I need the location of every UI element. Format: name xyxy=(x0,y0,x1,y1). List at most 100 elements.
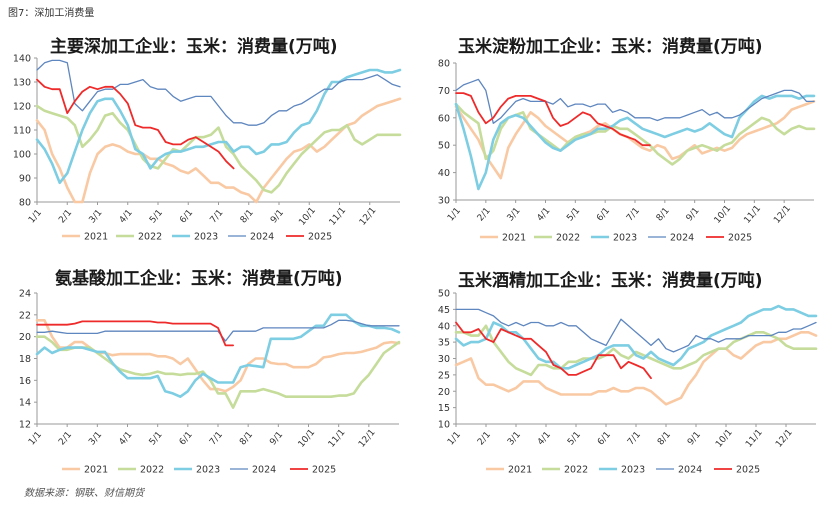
series-line-2025 xyxy=(36,78,235,170)
x-tick-label: 11/1 xyxy=(742,204,763,226)
x-tick-label: 6/1 xyxy=(178,430,195,448)
legend-label-2022: 2022 xyxy=(138,232,162,243)
x-tick-label: 4/1 xyxy=(117,430,134,448)
chart-panel-deep-processing: 主要深加工企业：玉米：消费量(万吨) 80 90 100 110 120 130 140 1/… xyxy=(0,18,415,258)
x-tick-label: 4/1 xyxy=(536,430,553,448)
y-tick-label: 40 xyxy=(438,321,450,332)
x-tick-label: 2/1 xyxy=(476,430,493,448)
series-line-2024 xyxy=(455,308,817,353)
series-line-2024 xyxy=(36,59,401,126)
x-tick-label: 8/1 xyxy=(239,208,256,226)
chart-title: 玉米淀粉加工企业：玉米：消费量(万吨) xyxy=(458,37,763,57)
x-tick-label: 9/1 xyxy=(685,206,702,224)
legend-label-2021: 2021 xyxy=(84,465,108,476)
y-tick-label: 10 xyxy=(438,420,450,431)
series-line-2022 xyxy=(454,324,818,377)
series-line-2023 xyxy=(454,94,816,191)
x-tick-label: 3/1 xyxy=(506,430,523,448)
y-tick-label: 20 xyxy=(19,332,31,343)
x-tick-label: 2/1 xyxy=(57,208,74,226)
chart-title: 玉米酒精加工企业：玉米：消费量(万吨) xyxy=(458,271,763,291)
y-tick-label: 110 xyxy=(13,126,31,137)
x-tick-label: 1/1 xyxy=(27,208,44,226)
chart-panel-amino-acid: 氨基酸加工企业：玉米：消费量(万吨) 12 14 16 18 20 22 24 1/1 2/1 3… xyxy=(0,248,415,488)
x-tick-label: 3/1 xyxy=(87,430,104,448)
chart-svg: 80 90 100 110 120 130 140 1/1 2/1 3/1 4/1 5/1 6/1 7/1… xyxy=(13,54,402,243)
x-tick-label: 7/1 xyxy=(208,430,225,448)
y-tick-label: 140 xyxy=(13,54,31,65)
series-line-2024 xyxy=(36,319,400,342)
legend-label-2023: 2023 xyxy=(613,233,637,244)
x-tick-label: 10/1 xyxy=(297,428,318,450)
series-line-2021 xyxy=(454,331,818,406)
x-tick-label: 6/1 xyxy=(178,208,195,226)
x-tick-label: 6/1 xyxy=(596,430,613,448)
chart-title: 氨基酸加工企业：玉米：消费量(万吨) xyxy=(55,269,343,289)
y-tick-label: 50 xyxy=(438,289,450,300)
legend-label-2025: 2025 xyxy=(728,233,752,244)
legend-label-2023: 2023 xyxy=(621,465,645,476)
x-tick-label: 1/1 xyxy=(27,430,44,448)
x-tick-label: 8/1 xyxy=(238,430,255,448)
y-tick-label: 24 xyxy=(19,289,31,300)
series-line-2025 xyxy=(455,92,651,147)
x-tick-label: 3/1 xyxy=(87,208,104,226)
y-tick-label: 90 xyxy=(19,174,31,185)
series-line-2022 xyxy=(454,102,816,166)
legend-label-2023: 2023 xyxy=(196,465,220,476)
series-line-2023 xyxy=(35,313,401,398)
x-tick-label: 12/1 xyxy=(774,428,795,450)
y-tick-label: 14 xyxy=(19,398,31,409)
y-tick-label: 30 xyxy=(438,354,450,365)
x-tick-label: 5/1 xyxy=(148,208,165,226)
y-tick-label: 18 xyxy=(19,354,31,365)
y-tick-label: 130 xyxy=(13,78,31,89)
x-tick-label: 9/1 xyxy=(269,208,286,226)
x-tick-label: 2/1 xyxy=(57,430,74,448)
y-tick-label: 80 xyxy=(19,198,31,209)
x-tick-label: 1/1 xyxy=(446,206,463,224)
y-tick-label: 120 xyxy=(13,102,31,113)
y-tick-label: 100 xyxy=(13,150,31,161)
legend-label-2024: 2024 xyxy=(250,232,274,243)
series-line-2025 xyxy=(36,320,235,347)
series-line-2023 xyxy=(454,304,818,370)
y-tick-label: 80 xyxy=(438,59,450,70)
chart-panel-starch: 玉米淀粉加工企业：玉米：消费量(万吨) 30 40 50 60 70 80 1/1 2/1 3/… xyxy=(416,18,831,258)
series-line-2025 xyxy=(455,321,652,380)
x-tick-label: 7/1 xyxy=(626,430,643,448)
x-tick-label: 7/1 xyxy=(208,208,225,226)
y-tick-label: 12 xyxy=(19,420,31,431)
series-line-2024 xyxy=(455,78,815,124)
x-tick-label: 5/1 xyxy=(565,206,582,224)
legend-label-2021: 2021 xyxy=(502,233,526,244)
y-tick-label: 16 xyxy=(19,376,31,387)
series-line-2021 xyxy=(454,100,816,180)
series-line-2022 xyxy=(35,104,402,194)
y-tick-label: 45 xyxy=(438,305,450,316)
x-tick-label: 9/1 xyxy=(268,430,285,448)
x-tick-label: 11/1 xyxy=(328,206,349,228)
legend-label-2024: 2024 xyxy=(678,465,702,476)
data-source-note: 数据来源：钢联、财信期货 xyxy=(24,488,144,499)
x-tick-label: 12/1 xyxy=(357,428,378,450)
legend-label-2021: 2021 xyxy=(84,232,108,243)
x-tick-label: 5/1 xyxy=(148,430,165,448)
y-tick-label: 15 xyxy=(438,403,450,414)
x-tick-label: 10/1 xyxy=(714,428,735,450)
legend-label-2025: 2025 xyxy=(736,465,760,476)
legend-label-2023: 2023 xyxy=(194,232,218,243)
legend-label-2022: 2022 xyxy=(556,233,580,244)
x-tick-label: 11/1 xyxy=(327,428,348,450)
legend-label-2025: 2025 xyxy=(312,465,336,476)
y-tick-label: 60 xyxy=(438,113,450,124)
x-tick-label: 7/1 xyxy=(625,206,642,224)
y-tick-label: 70 xyxy=(438,86,450,97)
legend-label-2024: 2024 xyxy=(252,465,276,476)
x-tick-label: 11/1 xyxy=(744,428,765,450)
figure-label: 图7：深加工消费量 xyxy=(8,8,95,19)
x-tick-label: 12/1 xyxy=(772,204,793,226)
x-tick-label: 10/1 xyxy=(713,204,734,226)
y-tick-label: 20 xyxy=(438,387,450,398)
y-tick-label: 30 xyxy=(438,196,450,207)
